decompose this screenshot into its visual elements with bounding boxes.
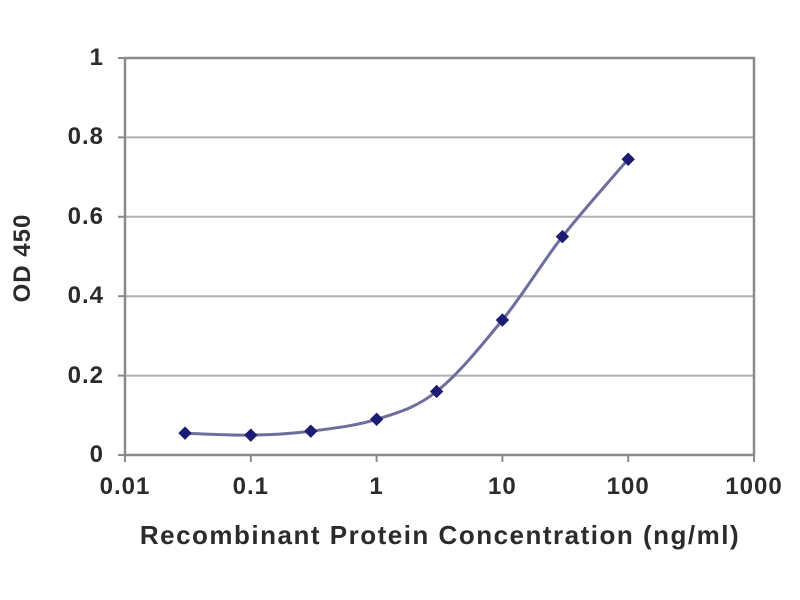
data-point-marker: [495, 313, 510, 327]
data-point-marker: [178, 426, 192, 440]
data-point-marker: [429, 384, 444, 399]
y-tick-label: 0.6: [67, 202, 104, 230]
data-point-marker: [304, 424, 318, 438]
data-point-marker: [244, 428, 258, 442]
x-tick-label: 1: [369, 473, 384, 500]
y-tick-label: 0.2: [67, 361, 104, 389]
plot-frame: [123, 56, 756, 457]
y-tick-label: 0: [89, 441, 104, 468]
y-tick-label: 0.4: [67, 282, 104, 310]
x-tick-label: 0.01: [99, 473, 151, 500]
data-point-marker: [369, 412, 384, 426]
x-axis-title: Recombinant Protein Concentration (ng/ml…: [139, 520, 741, 550]
data-point-marker: [555, 229, 570, 244]
y-tick-label: 0.8: [67, 123, 104, 151]
y-axis-title: OD 450: [9, 213, 36, 303]
x-tick-label: 0.1: [232, 473, 269, 500]
x-tick-label: 100: [606, 473, 650, 500]
data-point-marker: [621, 152, 635, 166]
x-tick-label: 1000: [725, 473, 783, 500]
y-tick-label: 1: [89, 44, 104, 71]
x-tick-label: 10: [488, 473, 517, 500]
